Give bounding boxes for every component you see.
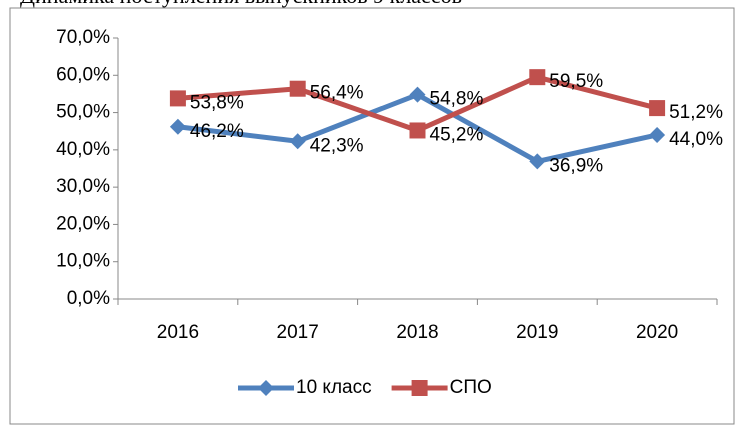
data-label: 42,3% — [310, 135, 364, 156]
data-label: 53,8% — [190, 92, 244, 113]
data-point — [169, 90, 186, 107]
data-point — [529, 153, 546, 170]
data-point — [289, 80, 306, 97]
data-point — [529, 69, 546, 86]
data-label: 36,9% — [549, 155, 603, 176]
y-tick-label: 0,0% — [67, 288, 110, 309]
data-label: 51,2% — [669, 102, 723, 123]
legend-label: 10 класс — [296, 377, 372, 398]
data-label: 56,4% — [310, 83, 364, 104]
y-tick-label: 30,0% — [56, 176, 110, 197]
data-label: 44,0% — [669, 129, 723, 150]
x-tick-label: 2016 — [157, 322, 199, 343]
data-label: 46,2% — [190, 121, 244, 142]
x-tick-label: 2017 — [277, 322, 319, 343]
chart-frame — [9, 7, 735, 425]
y-tick-label: 10,0% — [56, 251, 110, 272]
data-point — [409, 86, 426, 103]
y-tick-label: 50,0% — [56, 102, 110, 123]
x-tick-label: 2019 — [516, 322, 558, 343]
legend-marker — [411, 380, 428, 396]
y-tick-label: 60,0% — [56, 64, 110, 85]
data-point — [409, 122, 426, 139]
y-tick-label: 20,0% — [56, 213, 110, 234]
data-label: 45,2% — [430, 124, 484, 145]
legend-marker — [258, 380, 274, 396]
data-label: 59,5% — [549, 71, 603, 92]
x-tick-label: 2018 — [396, 322, 438, 343]
legend-label: СПО — [450, 377, 492, 398]
x-tick-label: 2020 — [636, 322, 678, 343]
data-point — [649, 126, 666, 143]
y-tick-label: 70,0% — [56, 27, 110, 48]
data-point — [649, 100, 666, 117]
data-point — [289, 133, 306, 150]
chart-title: Динамика поступления выпускников 9 класс… — [20, 0, 462, 8]
data-point — [169, 118, 186, 135]
y-tick-label: 40,0% — [56, 139, 110, 160]
data-label: 54,8% — [430, 89, 484, 110]
